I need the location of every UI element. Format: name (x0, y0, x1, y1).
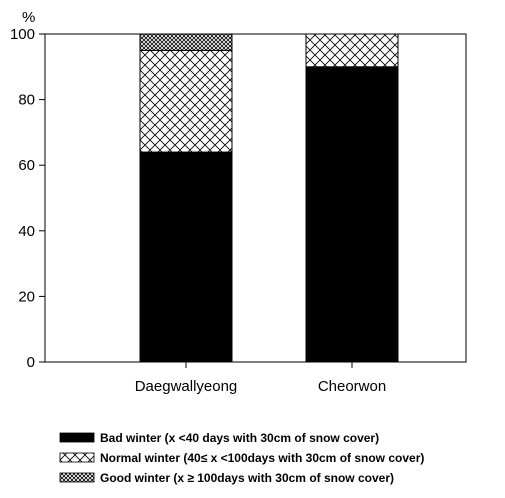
bar-segment (139, 33, 233, 51)
bar-segment (139, 49, 233, 153)
legend-label: Good winter (x ≥ 100days with 30cm of sn… (100, 471, 394, 485)
y-tick-label: 20 (18, 288, 35, 305)
y-axis-ticks: 0 20 40 60 80 100 (10, 26, 45, 371)
y-tick-label: 100 (10, 26, 35, 43)
bar-segment (305, 66, 399, 363)
legend-label: Bad winter (x <40 days with 30cm of snow… (100, 431, 379, 445)
bars-layer (139, 33, 399, 363)
legend: Bad winter (x <40 days with 30cm of snow… (59, 431, 424, 485)
legend-swatch (59, 432, 95, 443)
legend-label: Normal winter (40≤ x <100days with 30cm … (100, 451, 424, 465)
bar-segment (305, 33, 399, 68)
x-axis-categories: Daegwallyeong Cheorwon (135, 362, 386, 395)
y-tick-label: 40 (18, 223, 35, 240)
y-tick-label: 0 (27, 354, 35, 371)
x-category-label: Daegwallyeong (135, 378, 238, 395)
legend-swatch (59, 452, 95, 463)
y-axis-label: % (22, 9, 35, 26)
x-category-label: Cheorwon (318, 378, 386, 395)
plot-frame (44, 33, 467, 363)
y-tick-label: 80 (18, 92, 35, 109)
bar-segment (139, 151, 233, 363)
legend-swatch (59, 472, 95, 483)
y-tick-label: 60 (18, 157, 35, 174)
